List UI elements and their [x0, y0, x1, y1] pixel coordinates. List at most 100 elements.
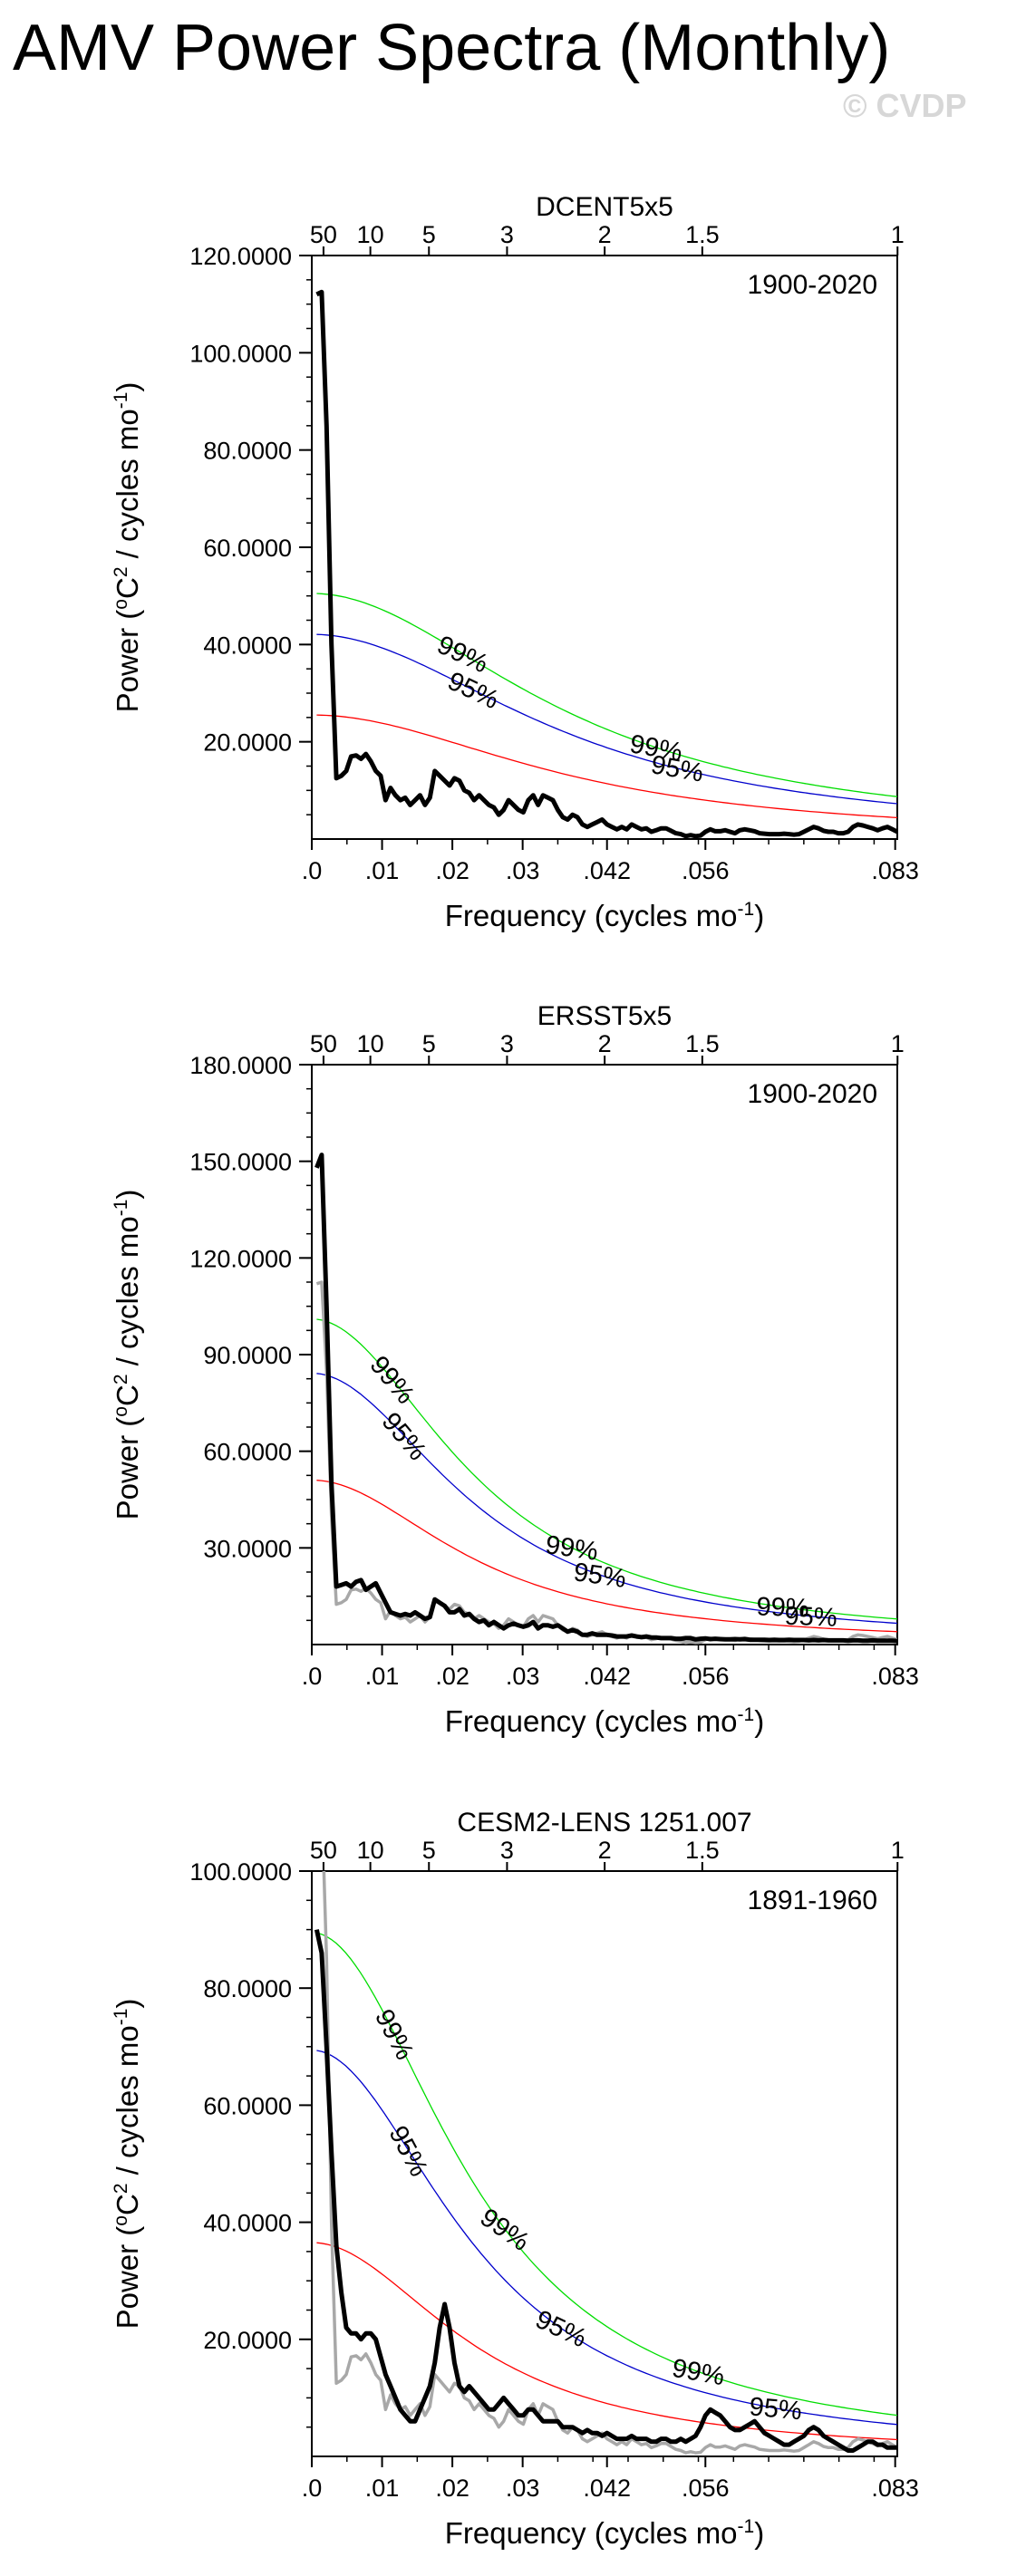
- y-tick-label: 120.0000: [189, 243, 292, 270]
- cvdp-watermark: © CVDP: [843, 87, 967, 124]
- y-axis-title: Power (oC2 / cycles mo-1): [111, 1190, 144, 1520]
- period-axis: 50 10 5 3 2 1.5 1: [310, 221, 905, 256]
- x-tick-label: .01: [365, 2475, 400, 2502]
- x-tick-label: .042: [583, 1663, 631, 1690]
- period-tick-label: 10: [357, 1030, 384, 1057]
- y-tick-label: 20.0000: [203, 2327, 292, 2354]
- x-tick-label: .0: [302, 857, 323, 884]
- y-axis-title-part: Power (: [111, 1417, 144, 1520]
- spectrum-panel-2: ERSST5x51900-202030.000060.000090.000012…: [111, 1001, 919, 1738]
- conf99-label: 99%: [369, 2004, 420, 2064]
- y-axis-title-part: 2: [111, 2183, 131, 2194]
- x-axis-title-sup: -1: [738, 899, 755, 920]
- y-axis-title-part: / cycles mo: [111, 1216, 144, 1374]
- x-axis-title-end: ): [754, 899, 764, 932]
- spectrum-line-reference: [322, 1871, 897, 2455]
- period-tick-label: 3: [500, 1030, 514, 1057]
- y-axis-title-part: / cycles mo: [111, 409, 144, 566]
- y-axis-title-part: Power (: [111, 2226, 144, 2330]
- x-tick-label: .083: [871, 1663, 919, 1690]
- period-tick-label: 50: [310, 1837, 337, 1864]
- y-tick-label: 60.0000: [203, 2092, 292, 2119]
- conf95-label: 95%: [784, 1602, 837, 1633]
- y-tick-label: 90.0000: [203, 1342, 292, 1369]
- y-axis-title-part: Power (: [111, 610, 144, 713]
- y-axis-title-part: o: [111, 2215, 131, 2226]
- y-tick-label: 60.0000: [203, 1439, 292, 1466]
- x-tick-label: .03: [506, 857, 540, 884]
- conf95-curve: [316, 1373, 897, 1625]
- x-tick-label: .0: [302, 2475, 323, 2502]
- y-axis-title: Power (oC2 / cycles mo-1): [111, 382, 144, 713]
- period-tick-label: 10: [357, 1837, 384, 1864]
- spectrum-line-observed: [314, 1929, 897, 2453]
- period-tick-label: 1.5: [685, 1030, 720, 1057]
- conf95-label: 95%: [748, 2392, 803, 2426]
- conf99-label: 99%: [364, 1351, 421, 1410]
- period-tick-label: 5: [422, 221, 436, 248]
- x-axis-title-sup: -1: [738, 1704, 755, 1725]
- y-axis-title-part: 2: [111, 1374, 131, 1384]
- y-axis-title-part: -1: [111, 2009, 131, 2026]
- y-tick-label: 150.0000: [189, 1149, 292, 1176]
- y-axis-title-part: o: [111, 599, 131, 610]
- y-axis-title-part: o: [111, 1406, 131, 1417]
- x-tick-label: .03: [506, 2475, 540, 2502]
- x-tick-label: .0: [302, 1663, 323, 1690]
- spectrum-panel-3: CESM2-LENS 1251.007 1891-1960 20.0000 40.00…: [111, 1808, 919, 2550]
- y-axis-title-part: ): [111, 1999, 144, 2009]
- period-tick-label: 10: [357, 221, 384, 248]
- x-tick-label: .01: [365, 1663, 400, 1690]
- spectrum-line-observed: [315, 289, 897, 839]
- y-axis-title-part: C: [111, 577, 144, 599]
- y-tick-label: 20.0000: [203, 729, 292, 757]
- period-label: 1900-2020: [748, 270, 877, 300]
- y-tick-label: 80.0000: [203, 438, 292, 465]
- spectrum-panel-1: DCENT5x5 1900-2020 20.0000 40.0000 60.0000 80…: [111, 192, 919, 932]
- panel-title: ERSST5x5: [537, 1001, 672, 1031]
- y-axis-title-part: C: [111, 2194, 144, 2215]
- conf95-label: 95%: [572, 1558, 628, 1594]
- plot-frame: [311, 255, 898, 840]
- y-tick-label: 120.0000: [189, 1245, 292, 1272]
- period-tick-label: 1: [891, 1837, 905, 1864]
- x-axis: .0 .01 .02 .03 .042 .056 .083: [302, 839, 919, 884]
- x-tick-label: .056: [682, 857, 730, 884]
- curves: [315, 1153, 897, 1645]
- curves: [315, 289, 897, 839]
- y-axis: 20.0000 40.0000 60.0000 80.0000 100.0000: [189, 1858, 312, 2428]
- conf99-label: 99%: [475, 2203, 535, 2257]
- conf99-label: 99%: [670, 2354, 727, 2392]
- conf99-curve: [316, 1932, 897, 2417]
- y-axis-title-part: ): [111, 1190, 144, 1200]
- x-tick-label: .03: [506, 1663, 540, 1690]
- period-tick-label: 1: [891, 1030, 905, 1057]
- period-label: 1891-1960: [748, 1886, 877, 1915]
- x-axis: .0 .01 .02 .03 .042 .056 .083: [302, 2456, 919, 2502]
- y-tick-label: 80.0000: [203, 1975, 292, 2002]
- panel-title: DCENT5x5: [536, 192, 673, 222]
- y-tick-label: 100.0000: [189, 340, 292, 367]
- y-axis-title: Power (oC2 / cycles mo-1): [111, 1999, 144, 2330]
- y-axis-title-part: -1: [111, 392, 131, 410]
- conf95-label: 95%: [443, 667, 503, 716]
- x-tick-label: .02: [435, 857, 469, 884]
- y-axis-title-part: 2: [111, 566, 131, 577]
- x-tick-label: .042: [583, 857, 631, 884]
- y-tick-label: 100.0000: [189, 1858, 292, 1886]
- period-tick-label: 5: [422, 1030, 436, 1057]
- conf99-label: 99%: [544, 1530, 600, 1567]
- x-axis: .0 .01 .02 .03 .042 .056 .083: [302, 1645, 919, 1690]
- page-title: AMV Power Spectra (Monthly): [13, 12, 891, 84]
- y-axis: 30.0000 60.0000 90.0000 120.0000 150.0000 180…: [189, 1052, 312, 1622]
- x-axis-title: Frequency (cycles mo-1): [445, 899, 764, 932]
- x-axis-title: Frequency (cycles mo-1): [445, 1704, 764, 1738]
- period-tick-label: 3: [500, 1837, 514, 1864]
- x-tick-label: .01: [365, 857, 400, 884]
- period-tick-label: 2: [598, 221, 612, 248]
- period-tick-label: 1.5: [685, 1837, 720, 1864]
- conf95-curve: [316, 2050, 897, 2426]
- conf99-curve: [316, 593, 897, 797]
- x-axis-title-sup: -1: [738, 2516, 755, 2537]
- period-tick-label: 2: [598, 1837, 612, 1864]
